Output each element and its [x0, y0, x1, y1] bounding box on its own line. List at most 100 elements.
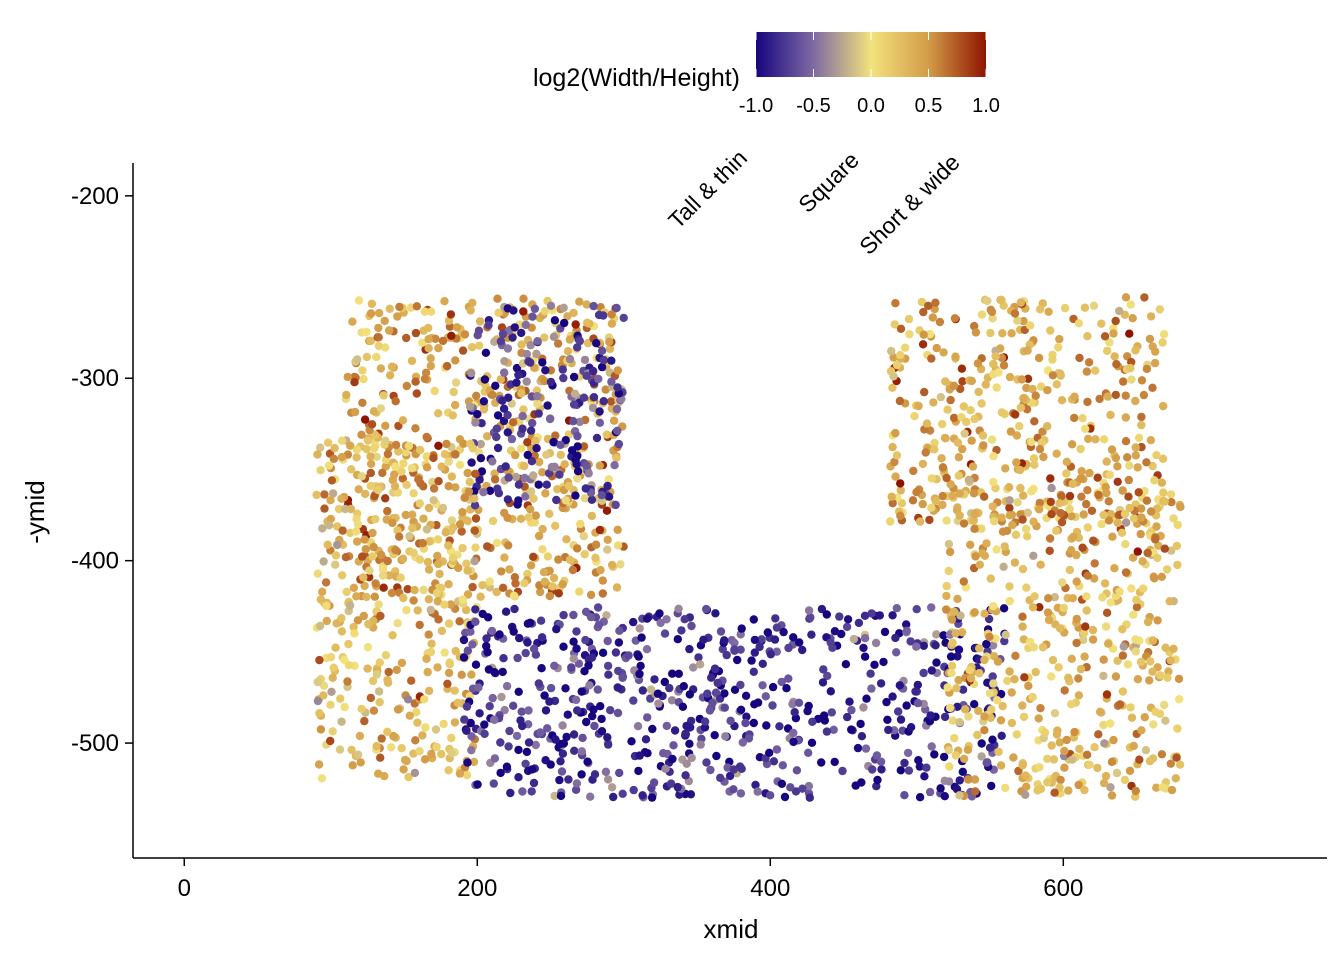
data-point	[1060, 686, 1069, 695]
data-point	[1067, 512, 1076, 521]
data-point	[1100, 579, 1110, 588]
data-point	[349, 622, 358, 632]
data-point	[399, 593, 408, 603]
data-point	[469, 494, 479, 503]
data-point	[360, 535, 369, 544]
data-point	[998, 701, 1007, 711]
data-point	[1102, 690, 1112, 699]
data-point	[432, 742, 441, 752]
data-point	[947, 661, 957, 671]
data-point	[468, 640, 477, 649]
data-point	[573, 467, 583, 476]
data-point	[517, 340, 526, 349]
data-point	[977, 524, 986, 533]
data-point	[424, 595, 434, 604]
data-point	[1107, 791, 1117, 800]
data-point	[480, 720, 489, 729]
data-point	[546, 301, 556, 310]
data-point	[439, 719, 448, 729]
data-point	[420, 755, 430, 764]
data-point	[1067, 654, 1077, 663]
data-point	[556, 440, 565, 450]
data-point	[606, 397, 616, 406]
data-point	[955, 791, 964, 800]
y-tick-label: -500	[71, 730, 119, 757]
data-point	[887, 492, 896, 501]
data-point	[328, 673, 337, 682]
data-point	[720, 689, 729, 698]
data-point	[1106, 783, 1115, 792]
data-point	[1018, 612, 1027, 621]
data-point	[854, 618, 864, 628]
data-point	[462, 702, 472, 711]
data-point	[702, 758, 711, 767]
data-point	[604, 740, 613, 749]
data-point	[711, 609, 720, 618]
data-point	[1121, 437, 1131, 446]
data-point	[327, 476, 337, 485]
data-point	[1108, 532, 1117, 541]
data-point	[500, 368, 509, 377]
data-point	[587, 653, 597, 662]
data-point	[1035, 498, 1044, 508]
data-point	[1046, 474, 1055, 483]
data-point	[476, 439, 485, 449]
data-point	[500, 357, 509, 366]
data-point	[738, 738, 747, 747]
data-point	[462, 726, 471, 735]
data-point	[1079, 628, 1089, 638]
data-point	[509, 306, 518, 315]
data-point	[446, 310, 456, 319]
data-point	[549, 332, 559, 341]
data-point	[463, 646, 472, 655]
data-point	[425, 537, 434, 546]
data-point	[627, 737, 636, 746]
data-point	[320, 490, 329, 499]
data-point	[493, 411, 503, 420]
data-point	[352, 445, 362, 454]
data-point	[1139, 584, 1148, 593]
data-point	[789, 633, 798, 642]
data-point	[980, 712, 989, 721]
data-point	[782, 684, 791, 693]
data-point	[1000, 636, 1009, 646]
data-point	[725, 771, 735, 781]
data-point	[1089, 536, 1098, 545]
data-point	[493, 294, 502, 303]
data-point	[867, 684, 876, 693]
data-point	[402, 381, 411, 391]
data-point	[1121, 413, 1131, 422]
axes: 0 200 400 600 -200-300-400-500 xmid -ymid	[20, 163, 1327, 944]
data-point	[703, 689, 712, 698]
data-point	[1004, 483, 1014, 492]
data-point	[451, 356, 460, 365]
data-point	[1014, 766, 1023, 776]
data-point	[952, 684, 961, 693]
data-point	[458, 508, 467, 517]
data-point	[492, 432, 501, 442]
data-point	[433, 597, 442, 606]
data-point	[352, 453, 361, 462]
data-point	[973, 730, 982, 740]
data-point	[478, 581, 487, 590]
data-point	[1013, 316, 1022, 325]
data-point	[1142, 364, 1152, 374]
data-point	[438, 336, 448, 346]
data-point	[1016, 403, 1026, 412]
data-point	[579, 442, 589, 451]
data-point	[595, 418, 605, 427]
data-point	[950, 734, 959, 743]
data-point	[1075, 744, 1084, 754]
data-point	[772, 623, 782, 632]
data-point	[502, 681, 512, 691]
data-point	[1159, 330, 1169, 339]
data-point	[900, 791, 909, 800]
data-point	[550, 661, 559, 670]
data-point	[1040, 728, 1050, 737]
data-point	[312, 490, 321, 500]
data-point	[884, 725, 893, 735]
data-point	[634, 766, 643, 776]
data-point	[1163, 673, 1172, 682]
data-point	[422, 463, 432, 472]
data-point	[582, 371, 591, 380]
